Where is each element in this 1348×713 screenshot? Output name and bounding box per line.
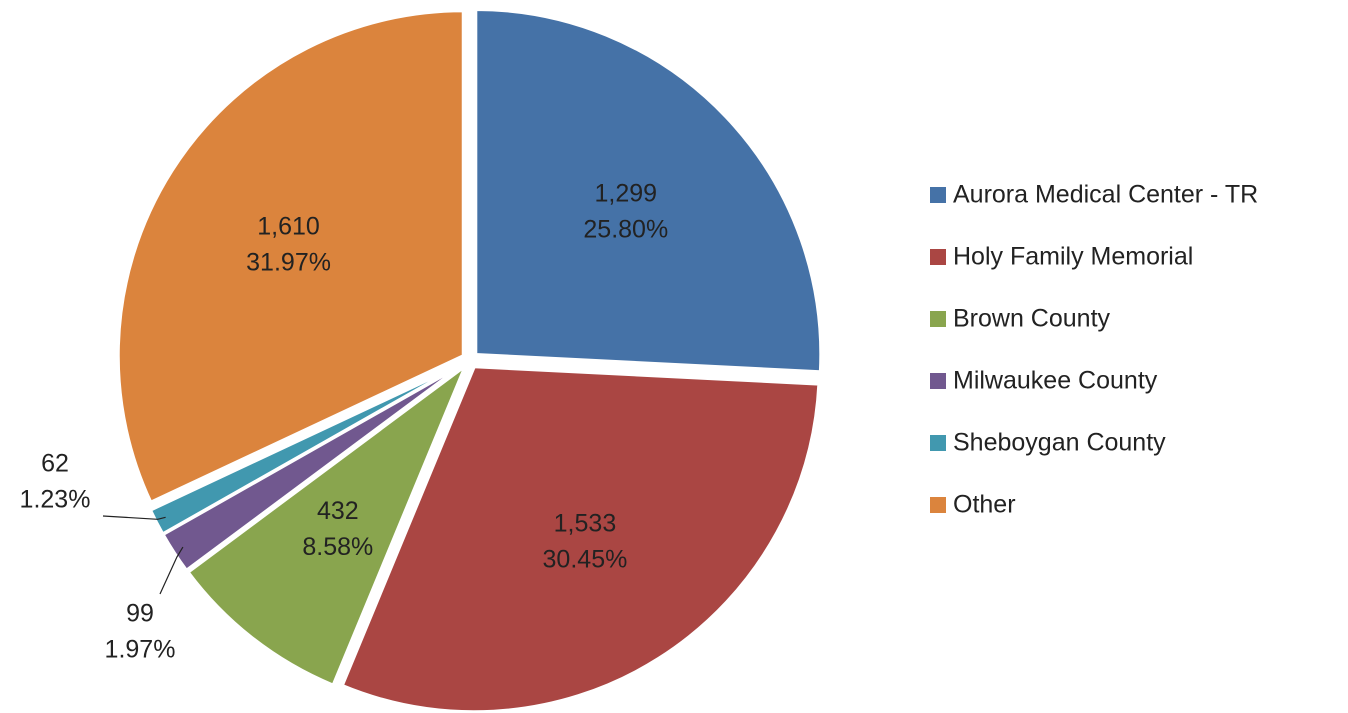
legend-label: Other bbox=[953, 491, 1016, 519]
legend-swatch bbox=[930, 497, 946, 513]
legend-swatch bbox=[930, 249, 946, 265]
pie-slice bbox=[474, 7, 823, 374]
data-label: 99 bbox=[126, 600, 154, 628]
leader-line bbox=[102, 515, 166, 520]
data-label: 1.23% bbox=[20, 486, 91, 514]
legend-label: Brown County bbox=[953, 305, 1111, 333]
data-label: 1,533 bbox=[554, 509, 617, 537]
data-label: 62 bbox=[41, 450, 69, 478]
data-label: 31.97% bbox=[246, 248, 331, 276]
data-label: 432 bbox=[317, 497, 359, 525]
legend-swatch bbox=[930, 311, 946, 327]
legend-label: Aurora Medical Center - TR bbox=[953, 181, 1258, 209]
legend-label: Holy Family Memorial bbox=[953, 243, 1193, 271]
data-label: 1,610 bbox=[257, 212, 320, 240]
data-label: 1.97% bbox=[105, 636, 176, 664]
legend-swatch bbox=[930, 435, 946, 451]
data-label: 8.58% bbox=[302, 533, 373, 561]
data-label: 1,299 bbox=[595, 179, 658, 207]
legend-label: Sheboygan County bbox=[953, 429, 1166, 457]
data-label: 25.80% bbox=[583, 215, 668, 243]
leader-line bbox=[159, 546, 184, 595]
pie-slice bbox=[340, 365, 821, 713]
pie-slice bbox=[148, 362, 464, 536]
pie-slice bbox=[116, 9, 465, 505]
legend-swatch bbox=[930, 373, 946, 389]
pie-slice bbox=[186, 361, 469, 688]
data-label: 30.45% bbox=[543, 545, 628, 573]
legend-swatch bbox=[930, 187, 946, 203]
legend-label: Milwaukee County bbox=[953, 367, 1158, 395]
